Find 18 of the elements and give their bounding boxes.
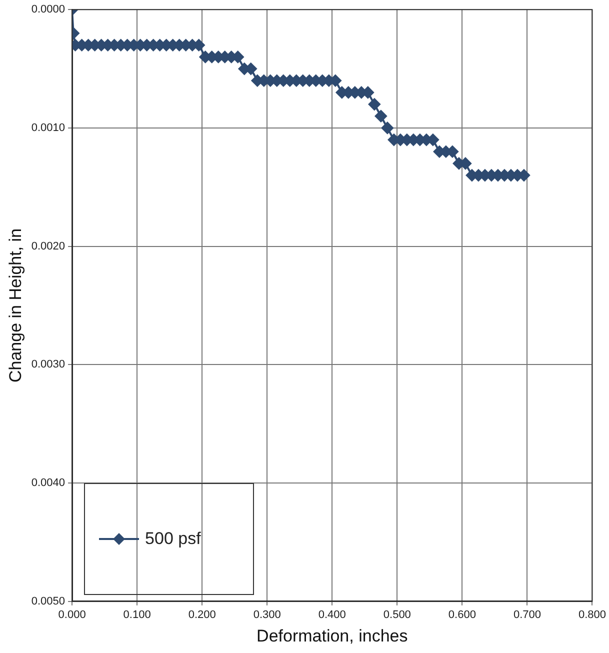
- y-tick-label: 0.0010: [31, 122, 66, 134]
- y-tick-label: 0.0020: [31, 240, 66, 252]
- x-tick-label: 0.000: [58, 609, 86, 622]
- x-tick-label: 0.700: [513, 609, 541, 622]
- x-tick-label: 0.400: [318, 609, 346, 622]
- x-tick-label: 0.100: [123, 609, 151, 622]
- y-tick-label: 0.0040: [31, 477, 66, 490]
- y-tick-label: 0.0000: [31, 4, 66, 16]
- y-tick-label: 0.0050: [31, 595, 66, 608]
- x-tick-label: 0.300: [253, 609, 281, 622]
- x-tick-label: 0.800: [578, 609, 606, 622]
- x-axis-title: Deformation, inches: [256, 626, 408, 646]
- x-tick-label: 0.200: [188, 609, 216, 622]
- x-tick-label: 0.500: [383, 609, 411, 622]
- y-axis-title: Change in Height, in: [6, 228, 25, 383]
- x-tick-label: 0.600: [448, 609, 476, 622]
- y-tick-label: 0.0030: [31, 358, 66, 371]
- legend-label: 500 psf: [145, 529, 201, 550]
